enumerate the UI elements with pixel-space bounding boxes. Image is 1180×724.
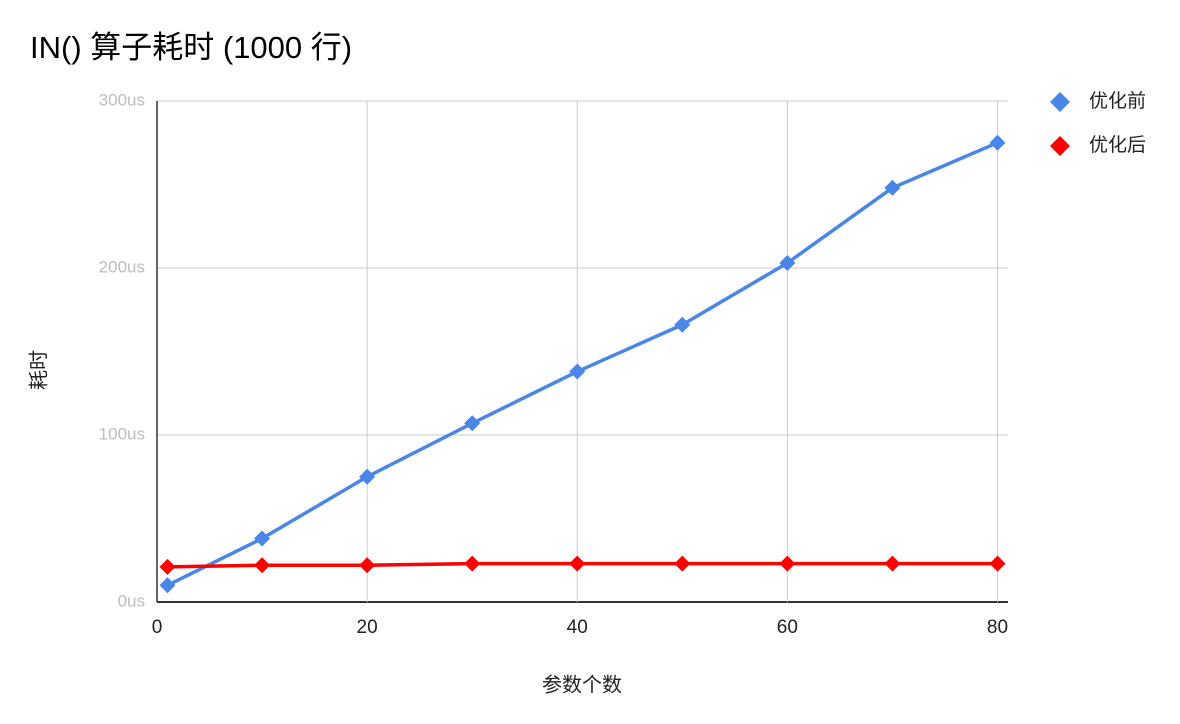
x-tick-label: 60 (777, 617, 798, 638)
legend-marker (1050, 136, 1070, 156)
data-point (569, 363, 586, 380)
data-point (674, 316, 691, 333)
data-point (569, 555, 586, 572)
data-point (674, 555, 691, 572)
data-point (159, 577, 176, 594)
y-tick-label: 100us (99, 424, 145, 443)
data-point (779, 254, 796, 271)
data-point (779, 555, 796, 572)
x-tick-label: 0 (152, 617, 163, 638)
series-line (166, 141, 999, 587)
data-point (464, 415, 481, 432)
data-point (989, 555, 1006, 572)
x-tick-label: 80 (987, 617, 1008, 638)
legend-label: 优化后 (1089, 134, 1146, 156)
data-point (254, 530, 271, 547)
data-point (254, 557, 271, 574)
legend-marker (1050, 92, 1070, 112)
data-point (159, 558, 176, 575)
data-point (359, 557, 376, 574)
x-axis-title: 参数个数 (542, 673, 622, 696)
y-tick-label: 300us (99, 90, 145, 109)
y-tick-label: 0us (118, 591, 145, 610)
y-axis-title: 耗时 (27, 350, 50, 390)
chart-title: IN() 算子耗时 (1000 行) (30, 30, 352, 65)
y-tick-label: 200us (99, 257, 145, 276)
data-point (359, 468, 376, 485)
data-point (989, 134, 1006, 151)
x-tick-label: 40 (567, 617, 588, 638)
data-point (464, 555, 481, 572)
legend-label: 优化前 (1089, 90, 1146, 112)
data-point (884, 555, 901, 572)
x-tick-label: 20 (357, 617, 378, 638)
data-point (884, 179, 901, 196)
